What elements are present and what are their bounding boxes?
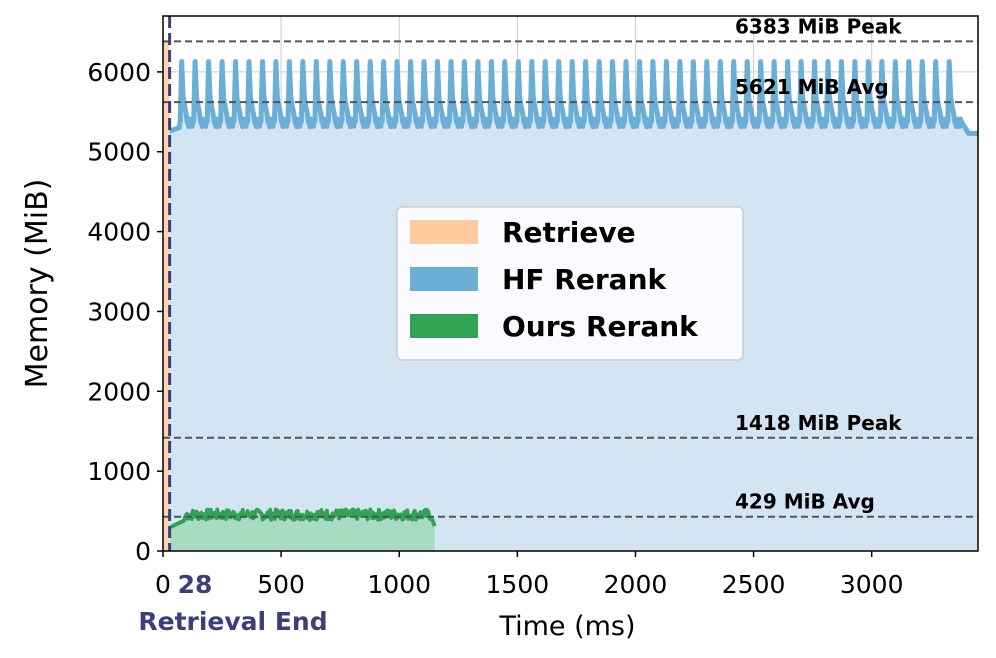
legend: Retrieve HF Rerank Ours Rerank	[396, 206, 744, 361]
reference-line-label: 1418 MiB Peak	[735, 411, 902, 435]
legend-swatch	[410, 314, 478, 338]
x-tick-label: 1000	[367, 570, 431, 599]
legend-box	[396, 206, 744, 361]
y-tick-label: 0	[135, 537, 151, 566]
legend-label: HF Rerank	[502, 263, 667, 296]
retrieval-end-label: Retrieval End	[138, 607, 327, 636]
x-tick-label: 500	[257, 570, 305, 599]
x-tick-label: 0	[155, 570, 171, 599]
x-tick-label: 3000	[840, 570, 904, 599]
y-axis-label: Memory (MiB)	[20, 179, 55, 389]
reference-line-label: 429 MiB Avg	[735, 490, 875, 514]
reference-line-label: 5621 MiB Avg	[735, 75, 889, 99]
x-tick-label: 2000	[604, 570, 668, 599]
legend-swatch	[410, 220, 478, 244]
hf-rerank-line	[168, 59, 978, 136]
retrieval-end-tick-label: 28	[178, 570, 213, 599]
x-tick-label: 1500	[486, 570, 550, 599]
y-tick-label: 6000	[87, 58, 151, 87]
ours-rerank-line	[169, 507, 437, 529]
x-tick-label: 2500	[722, 570, 786, 599]
plot-frame	[162, 15, 979, 552]
y-tick-label: 3000	[87, 297, 151, 326]
retrieve-area	[163, 41, 170, 552]
y-tick-label: 1000	[87, 457, 151, 486]
reference-lines: 6383 MiB Peak 5621 MiB Avg 1418 MiB Peak 42…	[163, 14, 978, 518]
y-tick-label: 5000	[87, 138, 151, 167]
axis-ticks: 0 500 1000 1500 2000 2500 3000 0 1000 2000 3000 400…	[87, 58, 903, 599]
reference-line-label: 6383 MiB Peak	[735, 14, 902, 38]
legend-swatch	[410, 267, 478, 291]
x-axis-label: Time (ms)	[498, 611, 635, 642]
legend-label: Retrieve	[502, 216, 636, 249]
retrieval-marker: 28 Retrieval End	[138, 16, 328, 636]
legend-label: Ours Rerank	[502, 310, 699, 343]
y-tick-label: 2000	[87, 377, 151, 406]
y-tick-label: 4000	[87, 218, 151, 247]
